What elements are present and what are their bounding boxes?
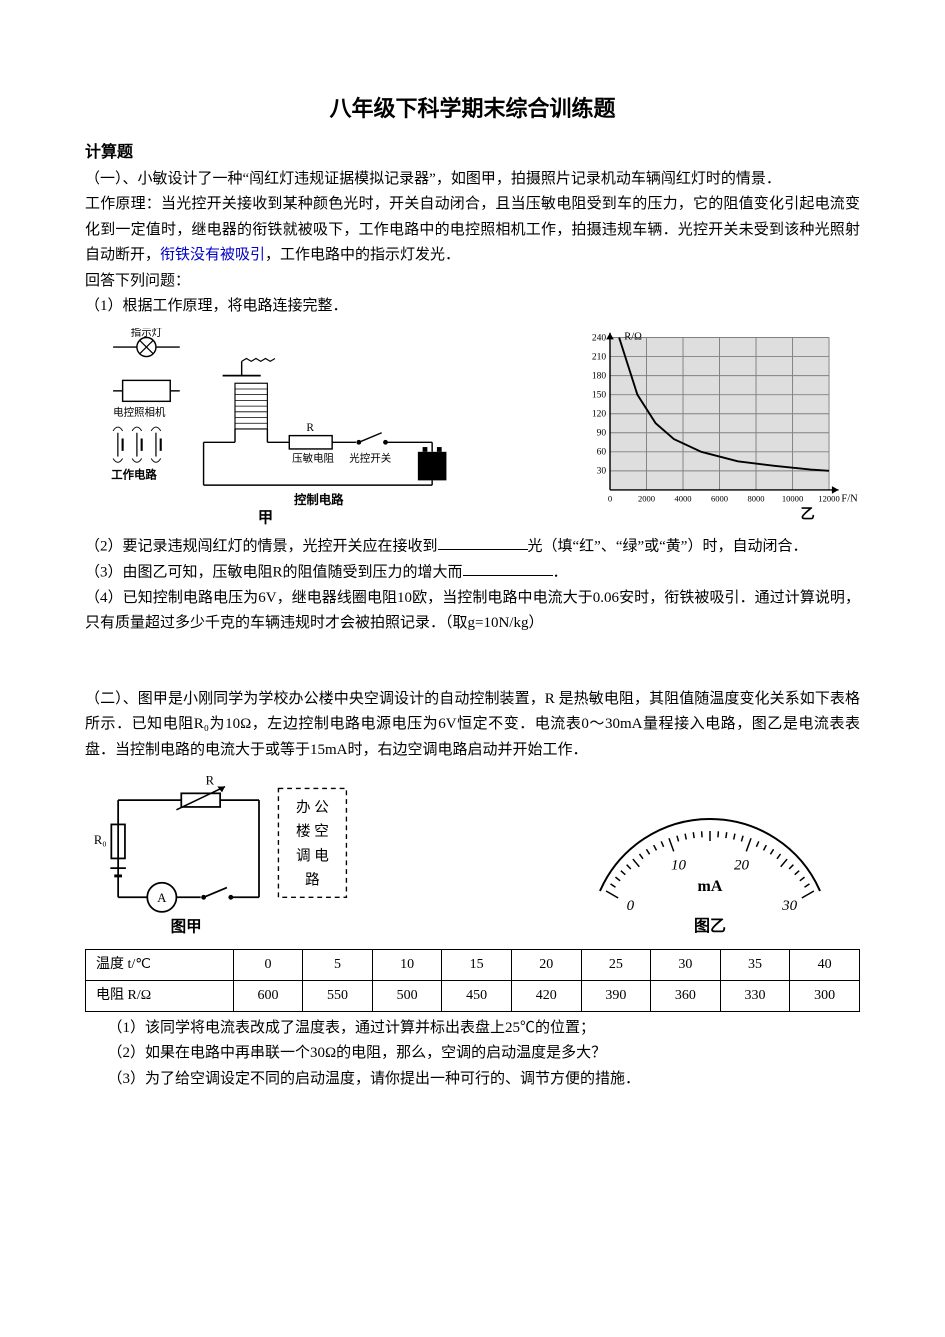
svg-text:150: 150: [592, 390, 607, 400]
section-heading: 计算题: [85, 139, 860, 166]
svg-text:20: 20: [734, 858, 750, 874]
fig2-caption1: 图甲: [171, 917, 202, 935]
relay-icon: [223, 358, 275, 442]
p1-q3-a: （3）由图乙可知，压敏电阻R的阻值随受到压力的增大而: [85, 564, 463, 580]
svg-text:240: 240: [592, 333, 607, 343]
resistor-R-label: R: [306, 421, 314, 433]
row-header-res: 电阻 R/Ω: [86, 980, 234, 1011]
p2-q2: （2）如果在电路中再串联一个30Ω的电阻，那么，空调的启动温度是多大？: [85, 1041, 860, 1067]
p1-q3: （3）由图乙可知，压敏电阻R的阻值随受到压力的增大而 ．: [85, 560, 860, 586]
svg-text:180: 180: [592, 371, 607, 381]
svg-text:10: 10: [671, 858, 687, 874]
table-cell: 360: [651, 980, 721, 1011]
spacer: [85, 637, 860, 687]
table-row: 电阻 R/Ω 600 550 500 450 420 390 360 330 3…: [86, 980, 860, 1011]
ammeter-unit: mA: [698, 878, 723, 895]
box-l1: 办 公: [296, 799, 329, 816]
p1-q2-b: 光（填“红”、“绿”或“黄”）时，自动闭合．: [528, 538, 808, 554]
table-cell: 10: [372, 950, 442, 981]
resistance-table: 温度 t/℃ 0 5 10 15 20 25 30 35 40 电阻 R/Ω 6…: [85, 949, 860, 1012]
svg-text:6000: 6000: [711, 493, 728, 503]
p2-intro: （二）、图甲是小刚同学为学校办公楼中央空调设计的自动控制装置，R 是热敏电阻，其…: [85, 687, 860, 764]
table-cell: 35: [720, 950, 790, 981]
p1-q4: （4）已知控制电路电压为6V，继电器线圈电阻10欧，当控制电路中电流大于0.06…: [85, 586, 860, 637]
battery-icon: [113, 427, 161, 462]
circuit2-svg: R R₀ A 办 公 楼 空 调 电 路 图甲: [85, 771, 365, 941]
circuit2-figure: R R₀ A 办 公 楼 空 调 电 路 图甲: [85, 771, 365, 941]
box-l2: 楼 空: [296, 823, 329, 840]
table-cell: 25: [581, 950, 651, 981]
svg-text:0: 0: [627, 898, 635, 914]
table-cell: 5: [303, 950, 373, 981]
table-cell: 30: [651, 950, 721, 981]
table-cell: 330: [720, 980, 790, 1011]
work-circuit-label: 工作电路: [111, 467, 157, 481]
blank-input[interactable]: [438, 534, 528, 551]
circuit-figure: 指示灯 电控照相机 工作电路: [85, 328, 465, 528]
p1-intro2-blue: 衔铁没有被吸引: [160, 247, 265, 263]
R-label: R: [206, 774, 215, 788]
camera-label: 电控照相机: [113, 405, 166, 418]
table-cell: 600: [233, 980, 303, 1011]
R0-label: R₀: [94, 833, 107, 847]
p1-answer-prompt: 回答下列问题：: [85, 269, 860, 295]
light-switch-label: 光控开关: [349, 451, 391, 464]
ammeter-dial-svg: 0 10 20 30 mA 图乙: [560, 791, 860, 941]
figure-row-2: R R₀ A 办 公 楼 空 调 电 路 图甲: [85, 771, 860, 941]
graph-x-label: F/N: [841, 493, 858, 504]
svg-text:0: 0: [608, 493, 612, 503]
indicator-label: 指示灯: [131, 328, 163, 339]
table-cell: 550: [303, 980, 373, 1011]
resistance-graph-svg: R/Ω F/N 30 60 90 120 150 180 210 240 0 2000 4000 6…: [560, 328, 860, 528]
table-cell: 40: [790, 950, 860, 981]
box-l4: 路: [305, 872, 320, 889]
p1-q1: （1）根据工作原理，将电路连接完整．: [85, 294, 860, 320]
table-cell: 450: [442, 980, 512, 1011]
svg-text:2000: 2000: [638, 493, 655, 503]
svg-text:30: 30: [781, 898, 798, 914]
svg-text:10000: 10000: [782, 493, 803, 503]
p2-questions: （1）该同学将电流表改成了温度表，通过计算并标出表盘上25℃的位置； （2）如果…: [85, 1016, 860, 1093]
svg-text:8000: 8000: [747, 493, 764, 503]
row-header-temp: 温度 t/℃: [86, 950, 234, 981]
ammeter-figure: 0 10 20 30 mA 图乙: [560, 791, 860, 941]
graph-figure: R/Ω F/N 30 60 90 120 150 180 210 240 0 2000 4000 6…: [560, 328, 860, 528]
p1-intro2-tail: ，工作电路中的指示灯发光．: [265, 247, 460, 263]
fig2-caption2: 图乙: [694, 917, 726, 935]
table-cell: 300: [790, 980, 860, 1011]
table-cell: 0: [233, 950, 303, 981]
p1-q2: （2）要记录违规闯红灯的情景，光控开关应在接收到 光（填“红”、“绿”或“黄”）时…: [85, 534, 860, 560]
box-l3: 调 电: [296, 847, 329, 864]
page-title: 八年级下科学期末综合训练题: [85, 90, 860, 127]
circuit-diagram-svg: 指示灯 电控照相机 工作电路: [85, 328, 465, 528]
p2-q3: （3）为了给空调设定不同的启动温度，请你提出一种可行的、调节方便的措施．: [85, 1067, 860, 1093]
control-circuit-label: 控制电路: [294, 492, 344, 507]
table-cell: 420: [511, 980, 581, 1011]
fig1-graph-caption: 乙: [800, 506, 814, 522]
svg-text:12000: 12000: [818, 493, 839, 503]
p1-q3-b: ．: [553, 564, 568, 580]
svg-text:120: 120: [592, 409, 607, 419]
fig1-caption: 甲: [258, 509, 273, 526]
svg-text:90: 90: [597, 428, 607, 438]
svg-text:60: 60: [597, 447, 607, 457]
control-battery-icon: [418, 447, 447, 480]
table-cell: 20: [511, 950, 581, 981]
table-row: 温度 t/℃ 0 5 10 15 20 25 30 35 40: [86, 950, 860, 981]
graph-y-label: R/Ω: [624, 331, 642, 342]
svg-text:30: 30: [597, 466, 607, 476]
table-cell: 390: [581, 980, 651, 1011]
svg-text:4000: 4000: [674, 493, 691, 503]
svg-text:210: 210: [592, 352, 607, 362]
p1-intro2: 工作原理：当光控开关接收到某种颜色光时，开关自动闭合，且当压敏电阻受到车的压力，…: [85, 192, 860, 269]
p1-intro1: （一）、小敏设计了一种“闯红灯违规证据模拟记录器”，如图甲，拍摄照片记录机动车辆…: [85, 167, 860, 193]
p1-q2-a: （2）要记录违规闯红灯的情景，光控开关应在接收到: [85, 538, 438, 554]
pressure-res-label: 压敏电阻: [292, 451, 334, 464]
blank-input[interactable]: [463, 560, 553, 577]
p2-q1: （1）该同学将电流表改成了温度表，通过计算并标出表盘上25℃的位置；: [85, 1016, 860, 1042]
figure-row-1: 指示灯 电控照相机 工作电路: [85, 328, 860, 528]
table-cell: 500: [372, 980, 442, 1011]
ammeter-A-label: A: [157, 891, 167, 905]
table-cell: 15: [442, 950, 512, 981]
